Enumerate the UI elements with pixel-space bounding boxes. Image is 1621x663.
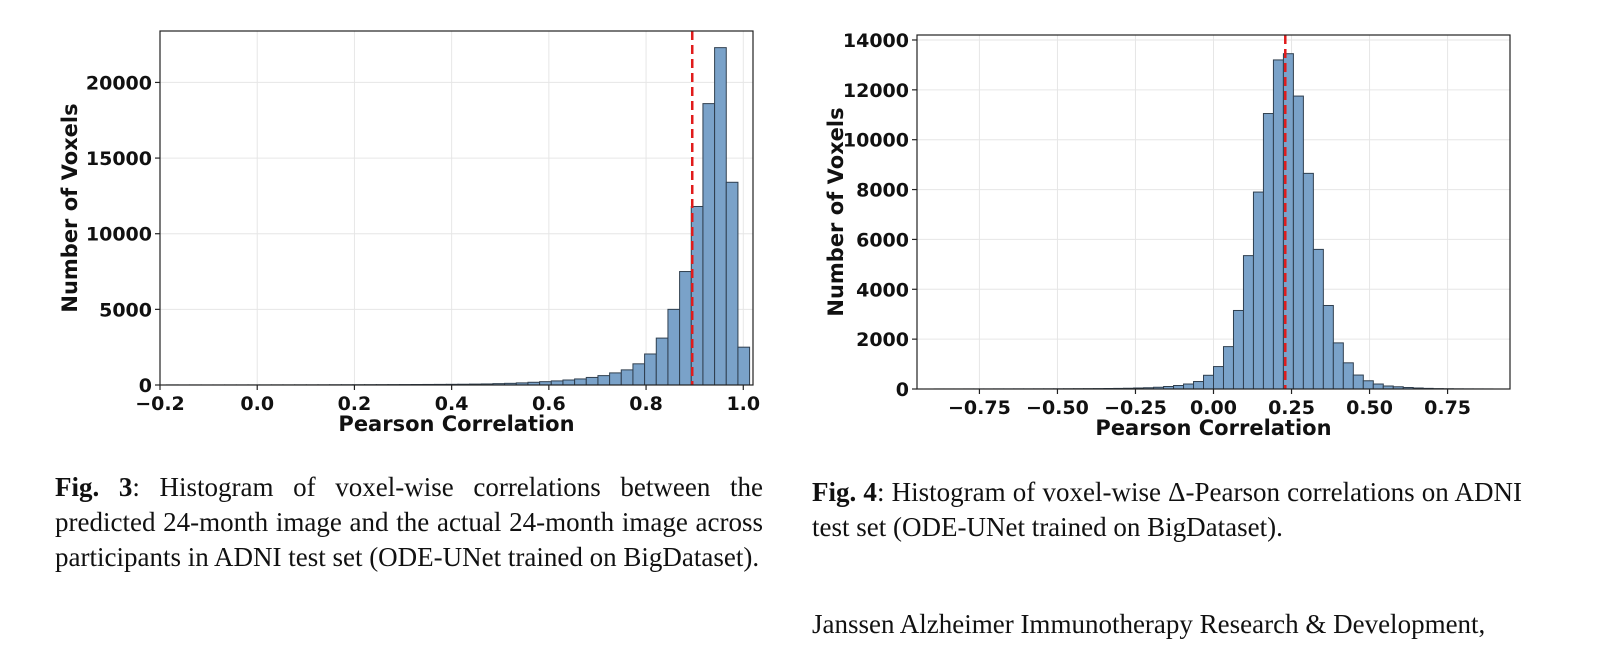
histogram-bar	[1302, 172, 1314, 390]
histogram-bar	[1342, 362, 1354, 390]
histogram-bar	[1292, 95, 1304, 390]
histogram-bar	[1203, 374, 1215, 390]
figure-3-caption-text: : Histogram of voxel-wise correlations b…	[55, 472, 763, 572]
x-tick-label: −0.2	[135, 393, 185, 415]
y-tick-label: 8000	[856, 180, 909, 202]
affiliation-text: Janssen Alzheimer Immunotherapy Research…	[812, 609, 1486, 639]
histogram-bar	[1193, 381, 1205, 390]
histogram-bar	[714, 47, 727, 386]
histogram-bar	[1312, 248, 1324, 390]
x-tick-label: −0.25	[1104, 397, 1167, 419]
histogram-bar	[644, 353, 657, 386]
y-tick-label: 4000	[856, 279, 909, 301]
x-tick-label: −0.50	[1026, 397, 1089, 419]
y-axis-label: Number of Voxels	[824, 107, 848, 316]
histogram-bar	[585, 376, 599, 386]
correlation-histogram-chart: −0.2 0.0 0.2 0.4 0.6 0.8 1.0 0 5000 10000 15000 200…	[58, 30, 760, 436]
y-tick-label: 6000	[856, 229, 909, 251]
histogram-bar	[550, 380, 564, 386]
y-tick-label: 15000	[86, 148, 152, 170]
y-tick-label: 0	[139, 375, 152, 397]
histogram-bar	[1222, 346, 1234, 390]
y-tick-label: 0	[896, 379, 909, 401]
y-tick-label: 2000	[856, 329, 909, 351]
y-tick-label: 20000	[86, 72, 152, 94]
histogram-bar	[1183, 383, 1195, 390]
x-tick-label: 0.8	[629, 393, 663, 415]
x-tick-label: 0.2	[338, 393, 372, 415]
x-tick-label: 0.00	[1190, 397, 1237, 419]
histogram-bar	[679, 271, 692, 386]
x-tick-label: 0.75	[1424, 397, 1471, 419]
figure-4-caption: Fig. 4: Histogram of voxel-wise Δ-Pearso…	[812, 475, 1522, 545]
figure-3-label: Fig. 3	[55, 472, 133, 502]
histogram-bar	[1352, 374, 1364, 390]
figure-4-label: Fig. 4	[812, 477, 877, 507]
figure-3-caption: Fig. 3: Histogram of voxel-wise correlat…	[55, 470, 763, 575]
x-tick-label: −0.75	[948, 397, 1011, 419]
histogram-bar	[574, 378, 587, 386]
histogram-bar	[1372, 383, 1384, 390]
x-tick-label: 0.4	[435, 393, 469, 415]
x-tick-label: 0.0	[240, 393, 274, 415]
histogram-bar	[1262, 113, 1274, 390]
histogram-bar	[702, 103, 716, 386]
histogram-bar	[667, 308, 681, 386]
histogram-bar	[1242, 255, 1254, 390]
histogram-bar	[725, 181, 739, 386]
x-tick-label: 0.25	[1268, 397, 1315, 419]
histogram-bar	[655, 337, 669, 386]
histogram-bar	[1332, 342, 1344, 390]
y-tick-label: 10000	[86, 224, 152, 246]
histogram-bar	[609, 372, 622, 386]
y-tick-label: 10000	[843, 130, 909, 152]
histogram-bar	[1213, 366, 1224, 390]
y-tick-label: 5000	[99, 299, 152, 321]
histogram-bar	[597, 375, 611, 386]
figure-4-caption-text: : Histogram of voxel-wise Δ-Pearson corr…	[812, 477, 1522, 542]
x-tick-label: 1.0	[726, 393, 760, 415]
histogram-bar	[620, 369, 634, 386]
y-axis-label: Number of Voxels	[58, 103, 82, 312]
histogram-bar	[1252, 191, 1264, 390]
histogram-bar	[562, 379, 576, 386]
y-tick-label: 12000	[843, 80, 909, 102]
delta-correlation-histogram-chart: −0.75 −0.50 −0.25 0.00 0.25 0.50 0.75 0 2000 4000…	[824, 30, 1511, 440]
histogram-bar	[737, 346, 751, 386]
x-tick-label: 0.50	[1346, 397, 1393, 419]
x-tick-label: 0.6	[532, 393, 566, 415]
x-axis-label: Pearson Correlation	[1095, 416, 1331, 440]
histogram-bar	[632, 363, 646, 386]
x-axis-label: Pearson Correlation	[338, 412, 574, 436]
histogram-bar	[1272, 59, 1284, 390]
histogram-bar	[1232, 309, 1244, 390]
y-tick-label: 14000	[843, 30, 909, 52]
histogram-bar	[1362, 380, 1374, 390]
histogram-bar	[1322, 304, 1334, 390]
plot-frame	[159, 30, 754, 386]
